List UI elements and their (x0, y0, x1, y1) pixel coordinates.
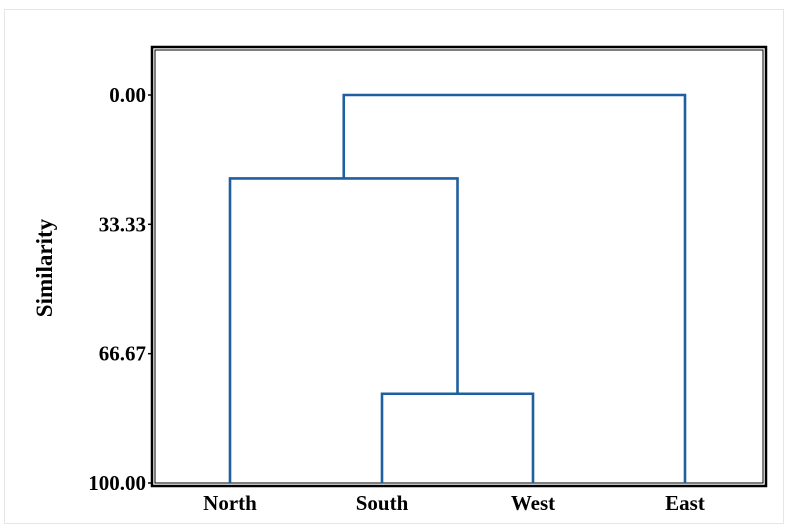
y-axis: 0.00 33.33 66.67 100.00 (88, 83, 152, 495)
plot-area-inner-border (155, 50, 763, 483)
y-axis-title: Similarity (32, 218, 57, 317)
merge-link (344, 95, 685, 483)
y-tick-label: 100.00 (88, 471, 146, 495)
merge-link (382, 394, 533, 483)
y-tick-label: 66.67 (99, 342, 146, 366)
leaf-label-east: East (665, 491, 705, 515)
leaf-label-west: West (511, 491, 555, 515)
y-tick-label: 33.33 (99, 212, 146, 236)
leaf-label-south: South (356, 491, 409, 515)
x-axis: North South West East (203, 491, 705, 515)
y-tick-label: 0.00 (109, 83, 146, 107)
leaf-label-north: North (203, 491, 257, 515)
merge-link (230, 178, 458, 483)
dendrogram-links (230, 95, 685, 483)
plot-area-border (152, 47, 766, 486)
